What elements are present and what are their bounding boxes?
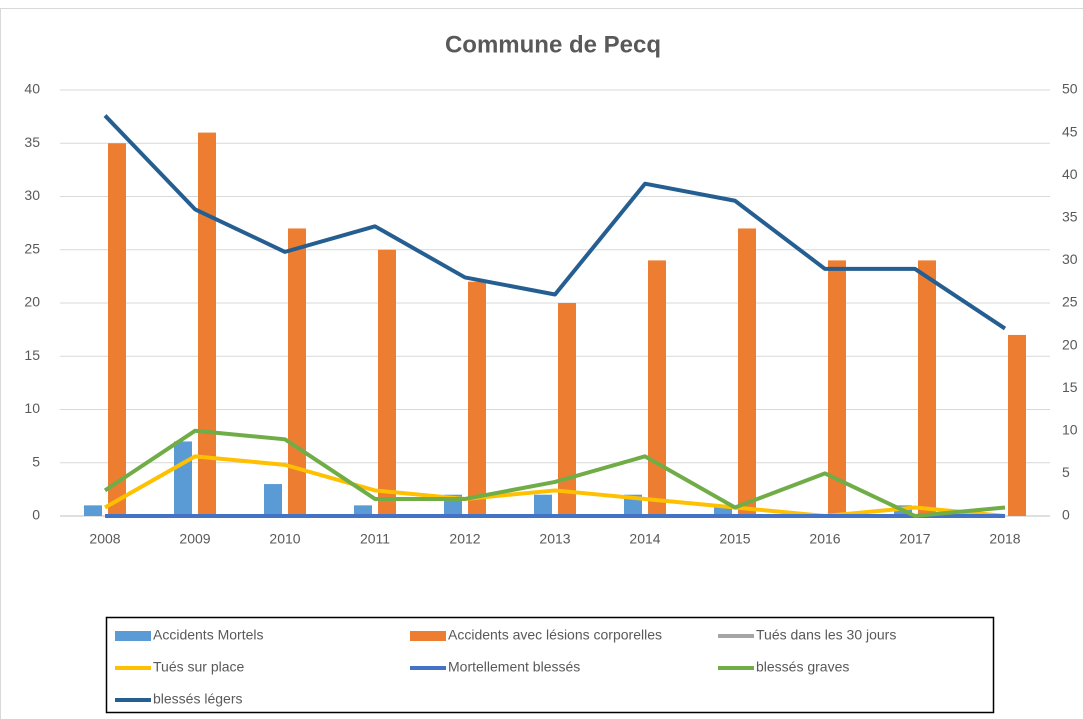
y2-tick-label: 5 [1062,464,1070,480]
bar [354,505,372,516]
bar [828,260,846,516]
legend-label: Accidents avec lésions corporelles [448,627,662,643]
chart-border [0,8,1083,719]
y2-tick-label: 0 [1062,507,1070,523]
x-tick-label: 2011 [360,531,390,547]
y-tick-label: 25 [24,240,40,256]
y2-tick-label: 35 [1062,209,1078,225]
bar [714,505,732,516]
x-tick-label: 2016 [809,531,840,547]
legend-swatch [410,631,446,641]
y-tick-label: 30 [24,187,40,203]
y-tick-label: 35 [24,134,40,150]
x-tick-label: 2017 [899,531,930,547]
bar [288,228,306,516]
bar [378,249,396,516]
y2-tick-label: 20 [1062,336,1078,352]
bar [918,260,936,516]
x-tick-label: 2015 [719,531,750,547]
x-tick-label: 2018 [989,531,1020,547]
y-tick-label: 40 [24,81,40,97]
x-tick-label: 2009 [179,531,210,547]
bar [558,303,576,516]
x-tick-label: 2008 [89,531,120,547]
bar [738,228,756,516]
bar [84,505,102,516]
bar [174,441,192,516]
x-tick-label: 2014 [629,531,660,547]
bar [108,143,126,516]
y2-tick-label: 15 [1062,379,1078,395]
legend-box [105,616,995,714]
y-tick-label: 20 [24,294,40,310]
bar [1008,334,1026,516]
bar [198,132,216,516]
line [103,428,1006,518]
legend-swatch [115,631,151,641]
y2-tick-label: 10 [1062,422,1078,438]
y2-tick-label: 30 [1062,251,1078,267]
chart-title: Commune de Pecq [445,31,661,58]
y-tick-label: 15 [24,347,40,363]
legend-label: Mortellement blessés [448,659,580,675]
legend-label: blessés graves [756,659,849,675]
x-tick-label: 2013 [539,531,570,547]
y-tick-label: 10 [24,400,40,416]
y2-tick-label: 45 [1062,123,1078,139]
legend-label: Tués sur place [153,659,245,675]
legend-label: blessés légers [153,691,243,707]
legend-label: Accidents Mortels [153,627,263,643]
x-tick-label: 2010 [269,531,300,547]
bar [648,260,666,516]
legend-label: Tués dans les 30 jours [756,627,896,643]
bar [264,484,282,516]
line [103,114,1007,331]
y2-tick-label: 40 [1062,166,1078,182]
x-tick-label: 2012 [449,531,480,547]
line [104,454,1006,518]
y-tick-label: 0 [32,507,40,523]
y2-tick-label: 50 [1062,81,1078,97]
y2-tick-label: 25 [1062,294,1078,310]
bar [468,281,486,516]
y-tick-label: 5 [32,453,40,469]
bar [534,494,552,516]
